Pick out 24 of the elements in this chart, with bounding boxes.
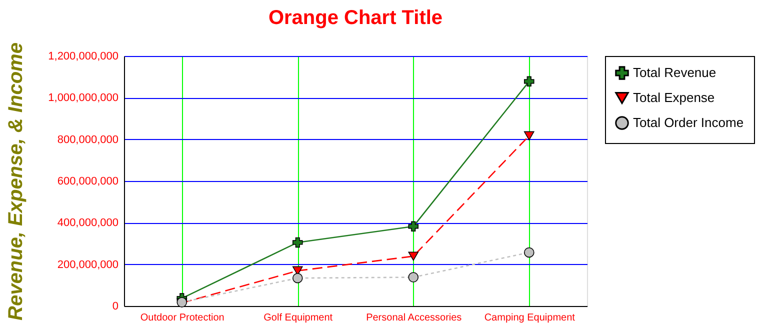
x-tick-label: Personal Accessories bbox=[366, 312, 462, 324]
y-tick-label: 0 bbox=[112, 300, 118, 312]
point bbox=[524, 247, 534, 258]
point bbox=[408, 221, 419, 232]
legend-label: Total Expense bbox=[633, 90, 715, 105]
y-tick-label: 800,000,000 bbox=[57, 134, 118, 146]
x-tick-label: Outdoor Protection bbox=[140, 312, 224, 324]
legend-label: Total Revenue bbox=[633, 65, 716, 80]
legend-label: Total Order Income bbox=[633, 115, 744, 130]
point bbox=[524, 131, 534, 140]
chart-title: Orange Chart Title bbox=[268, 7, 443, 30]
x-tick-label: Camping Equipment bbox=[484, 312, 576, 324]
point bbox=[408, 272, 419, 282]
y-tick-label: 600,000,000 bbox=[57, 176, 118, 188]
y-axis-title: Revenue, Expense, & Income bbox=[5, 42, 28, 320]
point bbox=[292, 272, 303, 284]
point bbox=[408, 252, 419, 261]
y-tick-label: 1,200,000,000 bbox=[48, 50, 118, 62]
y-tick-label: 400,000,000 bbox=[57, 217, 118, 230]
x-tick-label: Golf Equipment bbox=[264, 312, 333, 324]
point bbox=[524, 76, 534, 87]
y-tick-label: 200,000,000 bbox=[57, 258, 118, 271]
point bbox=[292, 237, 303, 248]
y-tick-label: 1,000,000,000 bbox=[48, 92, 118, 104]
